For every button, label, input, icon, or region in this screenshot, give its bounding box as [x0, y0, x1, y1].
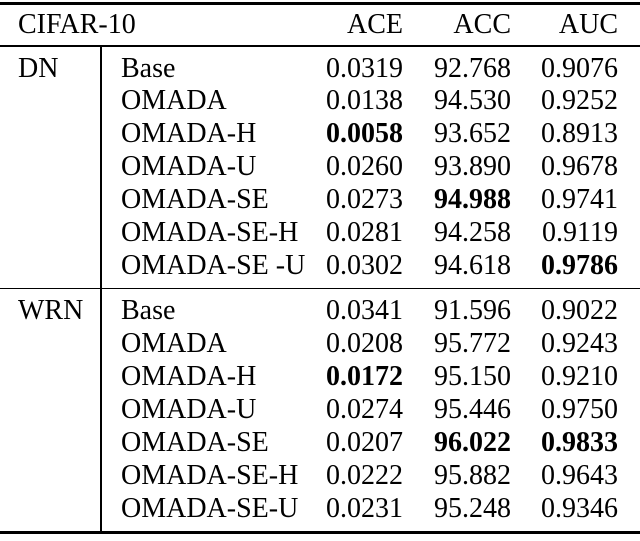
acc-cell: 95.446 [434, 394, 511, 425]
table-row: OMADA 0.0138 94.530 0.9252 [0, 84, 640, 118]
auc-cell: 0.9643 [541, 460, 618, 491]
ace-cell: 0.0319 [326, 52, 403, 84]
method-cell: OMADA-U [100, 150, 297, 184]
acc-cell: 95.248 [434, 492, 511, 524]
table-row: OMADA-U 0.0260 93.890 0.9678 [0, 150, 640, 184]
table-row: OMADA-U 0.0274 95.446 0.9750 [0, 393, 640, 427]
method-cell: Base [100, 45, 297, 85]
acc-cell: 92.768 [434, 52, 511, 84]
auc-cell: 0.9210 [541, 361, 618, 392]
ace-cell: 0.0207 [326, 427, 403, 458]
auc-cell: 0.9750 [541, 394, 618, 425]
table-row: OMADA-SE-U 0.0231 95.248 0.9346 [0, 492, 640, 532]
acc-cell: 94.988 [434, 184, 511, 215]
auc-cell: 0.9833 [541, 427, 618, 458]
ace-cell: 0.0172 [326, 361, 403, 392]
table-row: WRN Base 0.0341 91.596 0.9022 [0, 288, 640, 328]
method-cell: OMADA [100, 84, 297, 118]
method-cell: Base [100, 288, 297, 328]
auc-cell: 0.9252 [541, 85, 618, 116]
acc-cell: 94.258 [434, 217, 511, 248]
acc-cell: 93.652 [434, 118, 511, 149]
acc-cell: 95.772 [434, 328, 511, 359]
acc-cell: 91.596 [434, 295, 511, 327]
auc-cell: 0.9119 [542, 217, 618, 248]
ace-cell: 0.0260 [326, 151, 403, 182]
ace-cell: 0.0222 [326, 460, 403, 491]
auc-cell: 0.9786 [525, 249, 640, 289]
acc-cell: 96.022 [434, 427, 511, 458]
ace-cell: 0.0273 [326, 184, 403, 215]
method-cell: OMADA-SE [100, 183, 297, 217]
auc-cell: 0.9243 [541, 328, 618, 359]
table-header: CIFAR-10 ACE ACC AUC [0, 3, 640, 47]
method-cell: OMADA-H [100, 117, 297, 151]
column-header-auc: AUC [525, 3, 640, 47]
method-cell: OMADA-U [100, 393, 297, 427]
ace-cell: 0.0208 [326, 328, 403, 359]
table-row: OMADA-SE-H 0.0281 94.258 0.9119 [0, 216, 640, 250]
ace-cell: 0.0058 [326, 118, 403, 149]
auc-cell: 0.8913 [541, 118, 618, 149]
table-row: OMADA-H 0.0172 95.150 0.9210 [0, 360, 640, 394]
auc-cell: 0.9346 [541, 492, 618, 524]
table-row: OMADA-H 0.0058 93.652 0.8913 [0, 117, 640, 151]
method-cell: OMADA [100, 327, 297, 361]
group-label-dn: DN [0, 45, 101, 289]
method-cell: OMADA-SE [100, 426, 297, 460]
acc-cell: 94.530 [434, 85, 511, 116]
acc-cell: 94.618 [417, 249, 525, 289]
ace-cell: 0.0302 [297, 249, 417, 289]
table-row: OMADA-SE-H 0.0222 95.882 0.9643 [0, 459, 640, 493]
ace-cell: 0.0231 [326, 492, 403, 524]
table-row: OMADA-SE -U 0.0302 94.618 0.9786 [0, 249, 640, 289]
auc-cell: 0.9076 [541, 52, 618, 84]
table-row: OMADA 0.0208 95.772 0.9243 [0, 327, 640, 361]
group-label-wrn: WRN [18, 295, 84, 326]
ace-cell: 0.0281 [326, 217, 403, 248]
column-header-acc: ACC [417, 3, 525, 47]
table-row: OMADA-SE 0.0273 94.988 0.9741 [0, 183, 640, 217]
method-cell: OMADA-SE-H [100, 216, 298, 250]
acc-cell: 95.882 [434, 460, 511, 491]
table-row: OMADA-SE 0.0207 96.022 0.9833 [0, 426, 640, 460]
method-cell: OMADA-SE-U [100, 492, 298, 532]
ace-cell: 0.0138 [326, 85, 403, 116]
ace-cell: 0.0274 [326, 394, 403, 425]
acc-cell: 95.150 [434, 361, 511, 392]
method-cell: OMADA-H [100, 360, 297, 394]
section-wrn: WRN Base 0.0341 91.596 0.9022 OMADA 0.02… [0, 288, 640, 532]
table-row: DN Base 0.0319 92.768 0.9076 [0, 45, 640, 289]
dataset-title-cell: CIFAR-10 [0, 3, 297, 47]
auc-cell: 0.9022 [541, 295, 618, 327]
section-dn: DN Base 0.0319 92.768 0.9076 OMADA 0.013… [0, 45, 640, 289]
ace-cell: 0.0341 [326, 295, 403, 327]
column-header-ace: ACE [297, 3, 417, 47]
auc-cell: 0.9678 [541, 151, 618, 182]
header-row: CIFAR-10 ACE ACC AUC [0, 3, 640, 47]
method-cell: OMADA-SE -U [100, 249, 305, 289]
acc-cell: 93.890 [434, 151, 511, 182]
method-cell: OMADA-SE-H [100, 459, 298, 493]
auc-cell: 0.9741 [541, 184, 618, 215]
